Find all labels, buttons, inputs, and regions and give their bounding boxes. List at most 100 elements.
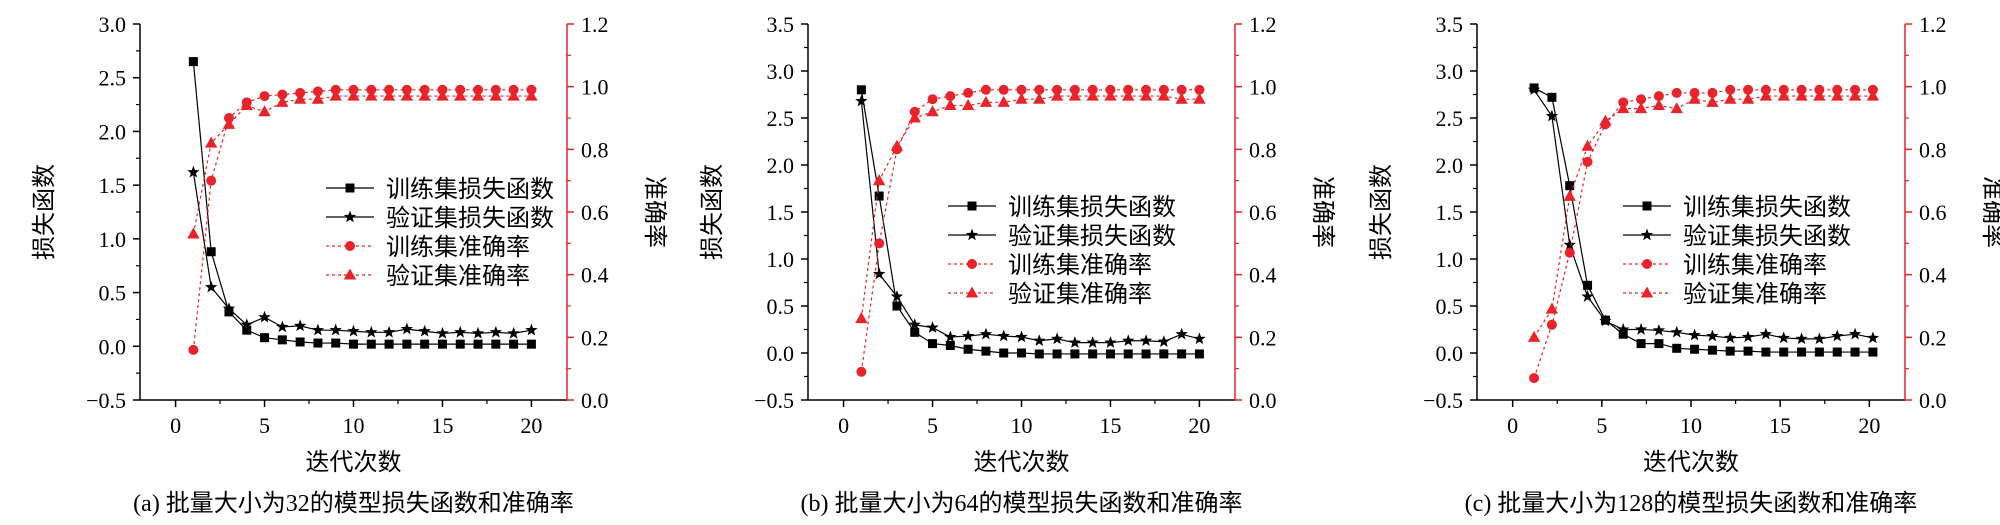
legend-label: 验证集准确率 xyxy=(386,262,530,290)
data-point xyxy=(1139,334,1153,347)
data-point xyxy=(1725,84,1736,95)
data-point xyxy=(188,57,198,67)
legend-label: 验证集损失函数 xyxy=(1008,222,1176,250)
data-point xyxy=(1706,329,1719,342)
data-point xyxy=(1563,238,1576,251)
data-point xyxy=(855,312,868,324)
data-point xyxy=(420,339,430,349)
data-point xyxy=(1759,327,1773,340)
y-left-tick-label: 1.0 xyxy=(1436,247,1464,272)
data-point xyxy=(240,318,253,331)
chart-caption: (a) 批量大小为32的模型损失函数和准确率 xyxy=(133,490,574,517)
data-point xyxy=(1759,89,1773,101)
data-point xyxy=(1033,92,1046,104)
data-point xyxy=(525,89,538,101)
data-point xyxy=(1653,91,1664,102)
data-point xyxy=(1832,347,1842,357)
data-point xyxy=(1795,89,1808,101)
y-left-tick-label: 2.5 xyxy=(767,106,795,131)
series-2 xyxy=(187,165,538,339)
x-axis-label: 迭代次数 xyxy=(306,448,402,476)
data-point xyxy=(1779,347,1789,357)
data-point xyxy=(1618,329,1628,339)
data-point xyxy=(1088,349,1098,359)
y-right-tick-label: 0.2 xyxy=(1919,325,1947,350)
data-point xyxy=(944,98,957,111)
x-tick-label: 20 xyxy=(520,413,542,438)
data-point xyxy=(1636,94,1647,105)
data-point xyxy=(507,89,520,101)
data-point xyxy=(1583,280,1593,290)
x-tick-label: 15 xyxy=(1769,413,1791,438)
x-tick-label: 15 xyxy=(431,413,453,438)
data-point xyxy=(276,95,289,107)
data-point xyxy=(1831,89,1844,101)
data-point xyxy=(980,84,991,95)
chart-panel-3: 0 5 10 15 20 −0.5 0.0 0.5 1.0 1.5 2.0 2.5 3.0 3.5 0.0 0… xyxy=(1367,12,2000,517)
data-point xyxy=(471,326,485,339)
data-point xyxy=(1139,89,1153,101)
legend-marker xyxy=(343,210,357,223)
data-point xyxy=(455,339,465,349)
y-left-tick-label: −0.5 xyxy=(86,388,126,413)
y-left-tick-label: 0.5 xyxy=(99,281,127,306)
data-point xyxy=(365,89,378,101)
data-point xyxy=(926,321,939,333)
data-point xyxy=(436,326,449,339)
data-point xyxy=(206,247,216,257)
data-point xyxy=(1122,89,1135,101)
data-point xyxy=(436,89,449,101)
data-point xyxy=(204,136,218,148)
legend-marker xyxy=(345,241,355,251)
data-point xyxy=(1050,89,1064,101)
data-point xyxy=(979,95,993,107)
data-point xyxy=(892,301,902,311)
data-point xyxy=(402,339,412,349)
data-point xyxy=(1795,332,1808,345)
data-point xyxy=(872,174,886,186)
data-point xyxy=(260,333,270,343)
data-point xyxy=(1599,114,1612,126)
y-left-tick-label: 1.0 xyxy=(99,227,127,252)
y-left-tick-label: 3.0 xyxy=(1436,59,1464,84)
y-left-tick-label: 2.0 xyxy=(99,119,127,144)
y-right-tick-label: 0.8 xyxy=(1919,137,1947,162)
data-point xyxy=(997,329,1010,342)
data-point xyxy=(1634,323,1648,335)
y-left-tick-label: 0.0 xyxy=(767,341,795,366)
data-point xyxy=(1868,347,1878,357)
y-left-tick-label: 3.5 xyxy=(1436,12,1464,37)
chart-panel-2: 0 5 10 15 20 −0.5 0.0 0.5 1.0 1.5 2.0 2.5 3.0 3.5 0.0 0… xyxy=(698,12,1337,517)
y-left-tick-label: 2.5 xyxy=(99,66,127,91)
y-left-tick-label: 3.0 xyxy=(767,59,795,84)
legend-marker xyxy=(967,201,977,211)
data-point xyxy=(908,111,921,123)
x-tick-label: 10 xyxy=(1011,413,1033,438)
data-point xyxy=(1068,89,1082,101)
x-tick-label: 0 xyxy=(1507,413,1518,438)
data-point xyxy=(188,344,199,355)
legend-marker xyxy=(1642,259,1652,269)
data-point xyxy=(1157,89,1171,101)
data-point xyxy=(856,85,866,95)
y-left-tick-label: 0.0 xyxy=(99,334,127,359)
data-point xyxy=(526,339,536,349)
data-point xyxy=(998,84,1009,95)
y-right-axis-label: 准确率 xyxy=(1979,176,2000,248)
data-point xyxy=(293,319,307,332)
data-point xyxy=(400,89,414,101)
y-left-tick-label: −0.5 xyxy=(754,388,794,413)
y-right-tick-label: 1.2 xyxy=(581,12,609,37)
data-point xyxy=(1564,247,1575,258)
y-right-tick-label: 0.6 xyxy=(581,200,609,225)
data-point xyxy=(1050,332,1064,345)
data-point xyxy=(258,310,271,323)
legend-label: 训练集损失函数 xyxy=(1008,193,1176,221)
data-point xyxy=(961,329,975,342)
data-point xyxy=(277,335,287,345)
data-point xyxy=(890,139,904,151)
x-tick-label: 0 xyxy=(170,413,181,438)
y-right-axis-label: 准确率 xyxy=(1309,176,1337,248)
legend-marker xyxy=(343,268,357,280)
